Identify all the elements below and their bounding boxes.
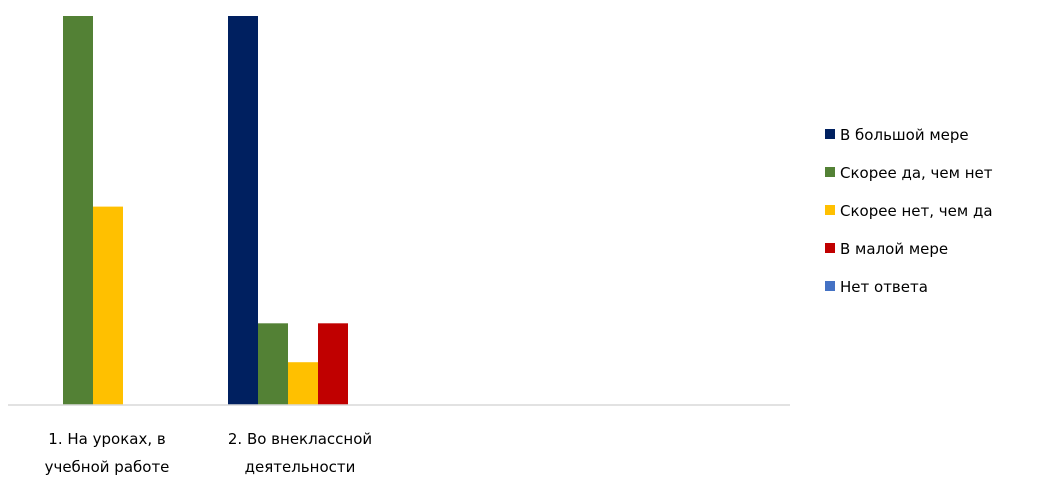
bar-series-3-category-2 <box>288 362 318 405</box>
category-labels: 1. На уроках, в учебной работе 2. Во внекл… <box>45 430 373 476</box>
legend-swatch-1 <box>825 129 835 139</box>
bar-series-2-category-2 <box>258 323 288 405</box>
category-label-2-line-2: деятельности <box>245 458 356 476</box>
legend-swatch-2 <box>825 167 835 177</box>
bar-series-3-category-1 <box>93 206 123 405</box>
legend-swatch-3 <box>825 205 835 215</box>
category-label-1-line-2: учебной работе <box>45 458 170 476</box>
category-label-1-line-1: 1. На уроках, в <box>48 430 165 448</box>
legend-swatch-5 <box>825 281 835 291</box>
bar-series-2-category-1 <box>63 16 93 405</box>
bar-series-4-category-2 <box>318 323 348 405</box>
bars-group <box>63 16 348 405</box>
legend: В большой мере Скорее да, чем нет Скорее н… <box>825 126 993 296</box>
category-label-2-line-1: 2. Во внеклассной <box>228 430 372 448</box>
legend-label-4: В малой мере <box>840 240 948 258</box>
legend-label-2: Скорее да, чем нет <box>840 164 993 182</box>
legend-swatch-4 <box>825 243 835 253</box>
legend-label-5: Нет ответа <box>840 278 928 296</box>
legend-label-3: Скорее нет, чем да <box>840 202 993 220</box>
bar-series-1-category-2 <box>228 16 258 405</box>
legend-label-1: В большой мере <box>840 126 969 144</box>
